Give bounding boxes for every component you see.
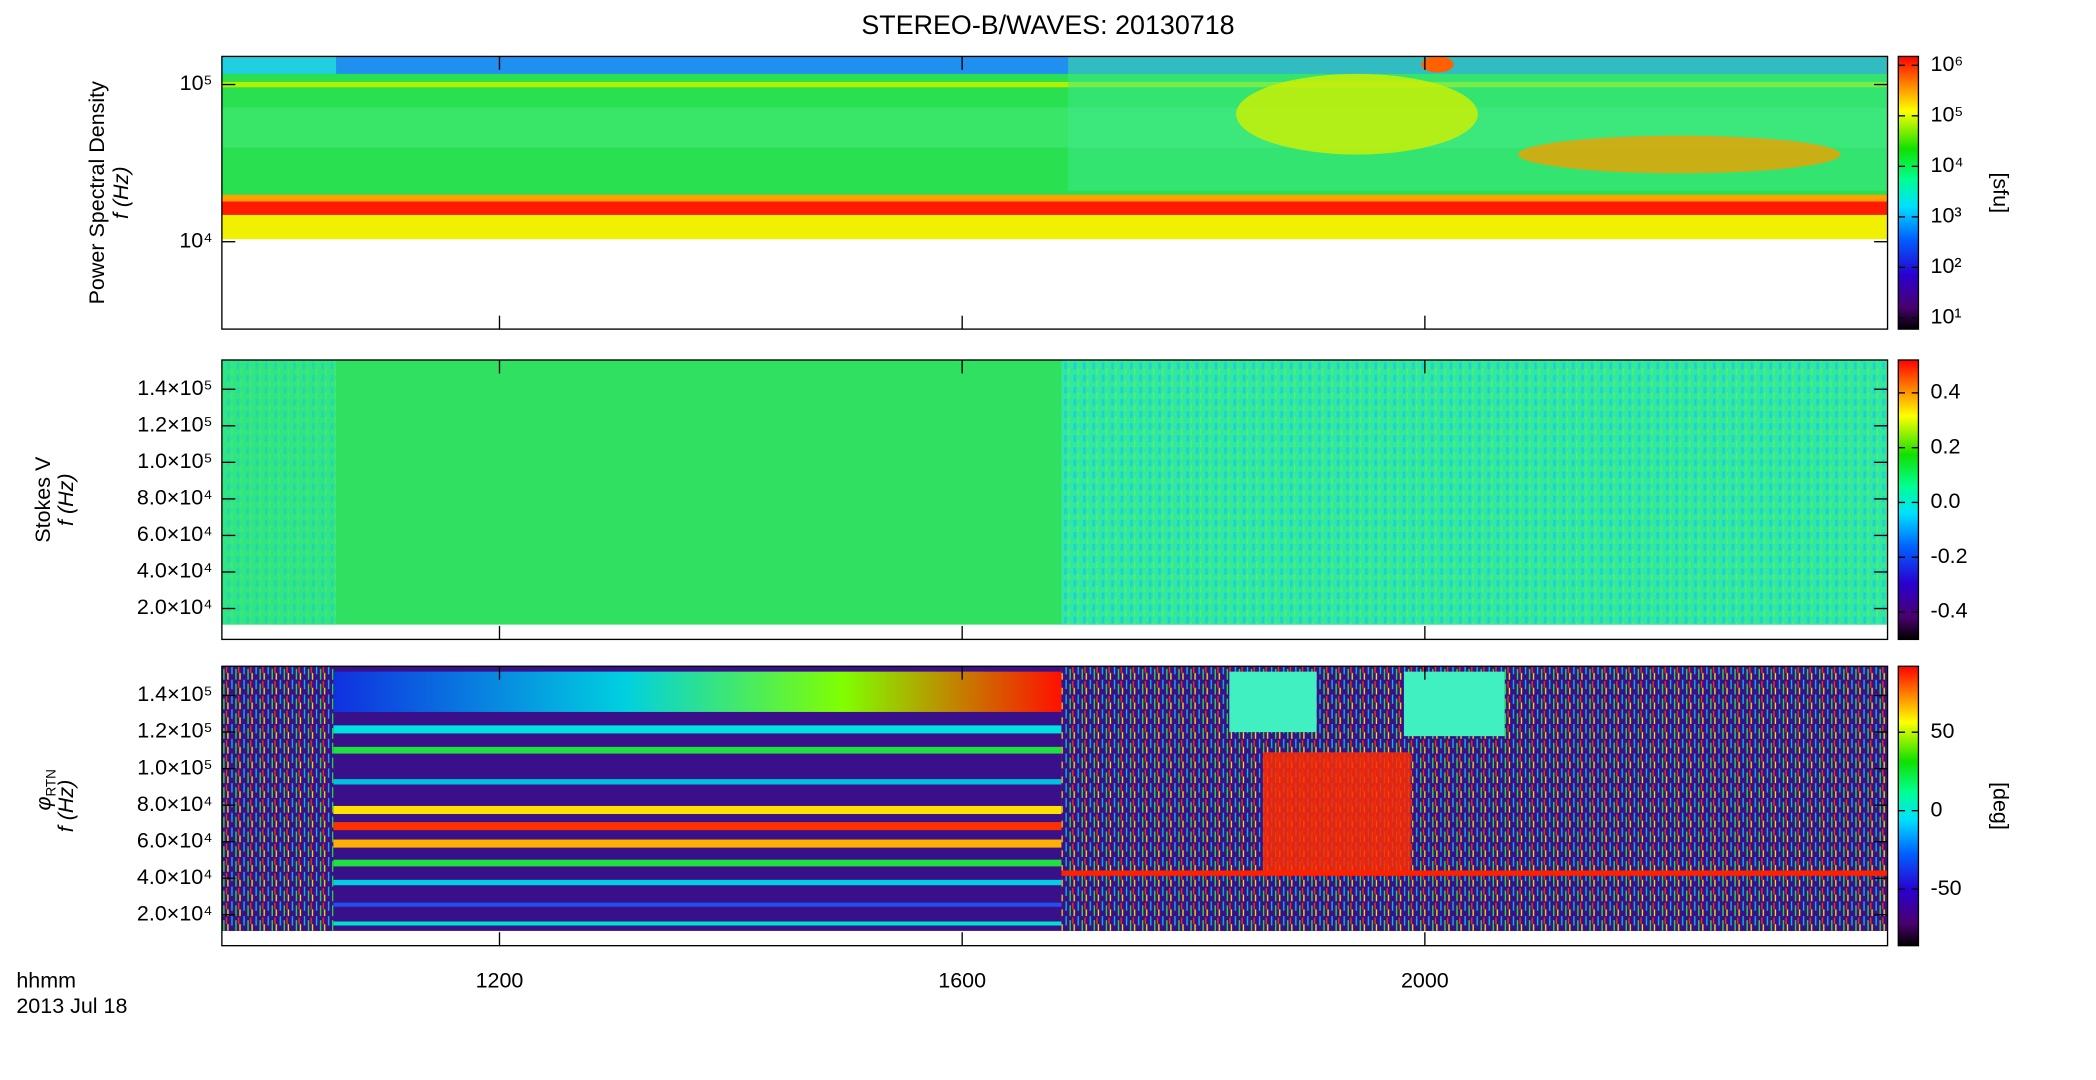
x-tick-label: 1200: [476, 969, 524, 993]
colorbar-tick-label: 10³: [1931, 204, 1962, 228]
y-tick-label: 10⁵: [180, 71, 213, 95]
colorbar-tick-label: 0.4: [1931, 380, 1961, 404]
plot-frame: [221, 665, 1889, 947]
spectrogram-phi: [221, 666, 1888, 931]
y-tick-label: 8.0×10⁴: [137, 486, 213, 510]
spectrogram-stokes: [221, 360, 1888, 625]
colorbar-tick-label: 10²: [1931, 254, 1962, 278]
y-axis-label: Power Spectral Density: [85, 81, 109, 305]
y-axis-label-symbol: φ: [31, 797, 55, 811]
y-tick-label: 1.0×10⁵: [137, 755, 212, 779]
colorbar-tick-label: -0.2: [1931, 544, 1968, 568]
y-axis-label-subscript: RTN: [43, 769, 58, 796]
y-tick-label: 1.4×10⁵: [137, 376, 212, 400]
y-axis-label: φRTN: [31, 769, 58, 810]
colorbar: [1897, 55, 1920, 330]
y-tick-label: 4.0×10⁴: [137, 559, 213, 583]
colorbar-tick-label: -0.4: [1931, 599, 1968, 623]
x-tick-label: 1600: [938, 969, 986, 993]
x-tick-label: 2000: [1401, 969, 1449, 993]
colorbar-tick-label: 10⁵: [1931, 103, 1964, 127]
y-axis-label: f (Hz): [54, 473, 78, 526]
colorbar: [1897, 359, 1920, 641]
y-tick-label: 2.0×10⁴: [137, 901, 213, 925]
y-tick-label: 8.0×10⁴: [137, 792, 213, 816]
x-axis-date: 2013 Jul 18: [16, 994, 127, 1018]
chart-title: STEREO-B/WAVES: 20130718: [861, 10, 1234, 40]
colorbar-tick-label: 50: [1931, 719, 1955, 743]
y-tick-label: 1.2×10⁵: [137, 719, 212, 743]
y-tick-label: 1.4×10⁵: [137, 682, 212, 706]
y-axis-label: Stokes V: [31, 456, 55, 543]
x-axis-label: hhmm: [16, 969, 76, 993]
colorbar-tick-label: 0: [1931, 797, 1943, 821]
colorbar-label: [deg]: [1988, 782, 2012, 830]
plot-frame: [221, 55, 1889, 330]
colorbar-tick-label: -50: [1931, 876, 1962, 900]
y-tick-label: 4.0×10⁴: [137, 865, 213, 889]
colorbar-tick-label: 10¹: [1931, 305, 1962, 329]
y-tick-label: 6.0×10⁴: [137, 522, 213, 546]
y-tick-label: 2.0×10⁴: [137, 595, 213, 619]
colorbar-tick-label: 0.2: [1931, 434, 1961, 458]
colorbar-tick-label: 0.0: [1931, 489, 1961, 513]
y-tick-label: 6.0×10⁴: [137, 828, 213, 852]
y-axis-label: f (Hz): [109, 167, 133, 220]
y-axis-label: f (Hz): [54, 780, 78, 833]
y-tick-label: 1.0×10⁵: [137, 449, 212, 473]
y-tick-label: 10⁴: [179, 228, 212, 252]
colorbar-tick-label: 10⁶: [1931, 52, 1964, 76]
y-tick-label: 1.2×10⁵: [137, 412, 212, 436]
plot-frame: [221, 359, 1889, 641]
colorbar-label: [sfu]: [1988, 172, 2012, 213]
spectrogram-psd: [221, 56, 1888, 240]
colorbar-tick-label: 10⁴: [1931, 153, 1964, 177]
colorbar: [1897, 665, 1920, 947]
